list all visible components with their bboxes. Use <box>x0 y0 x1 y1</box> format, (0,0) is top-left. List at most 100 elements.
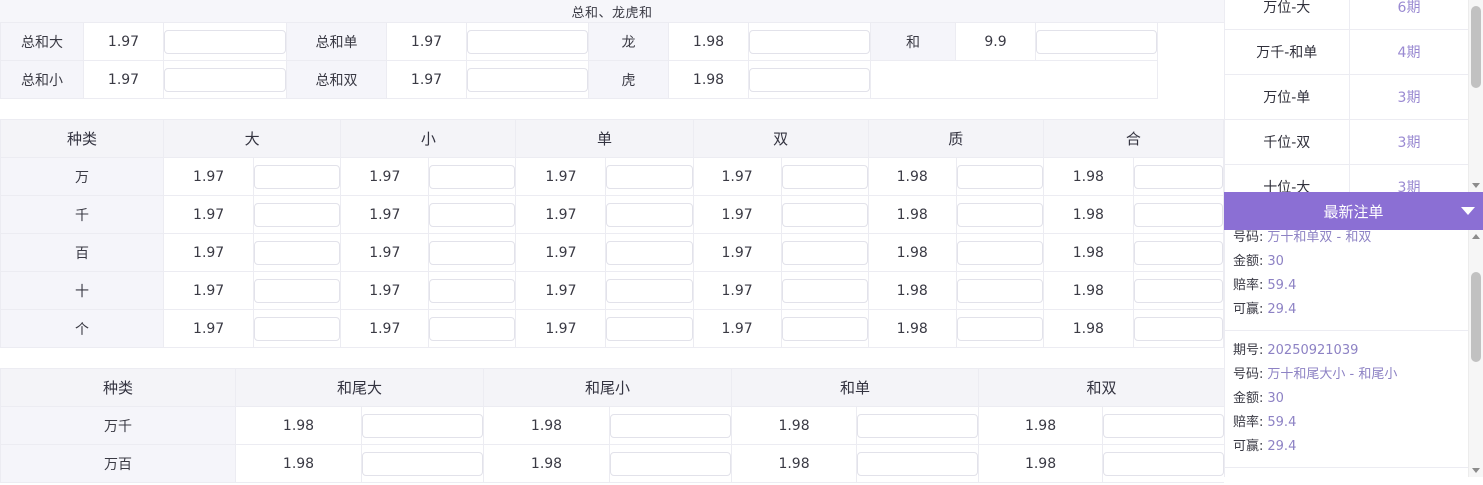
sum-万千-和单-amount-input[interactable] <box>857 413 979 438</box>
top-总和单-amount-input[interactable] <box>467 29 588 54</box>
digit-个-合-odds[interactable]: 1.98 <box>1042 309 1134 348</box>
digit-千-质-odds[interactable]: 1.98 <box>867 195 957 234</box>
sum-万百-和双-odds[interactable]: 1.98 <box>978 444 1104 483</box>
digit-个-大-odds[interactable]: 1.97 <box>163 309 255 348</box>
trend-row[interactable]: 万千-和单 4期 <box>1225 29 1470 75</box>
sum-万百-和尾大-amount-input[interactable] <box>362 451 484 476</box>
top-总和双-odds[interactable]: 1.97 <box>386 60 467 99</box>
digit-百-单-odds[interactable]: 1.97 <box>515 233 607 272</box>
digit-个-大-amount-input[interactable] <box>254 316 341 341</box>
top-总和小-odds[interactable]: 1.97 <box>83 60 164 99</box>
sum-万百-和单-amount-input[interactable] <box>857 451 979 476</box>
bets-scrollbar[interactable] <box>1468 230 1483 477</box>
sum-万千-和尾大-odds[interactable]: 1.98 <box>235 406 362 445</box>
digit-十-大-amount-input[interactable] <box>254 278 341 303</box>
top-总和大-odds[interactable]: 1.97 <box>83 22 164 61</box>
digit-千-双-amount-input[interactable] <box>781 202 868 227</box>
trend-scrollbar[interactable] <box>1468 0 1483 192</box>
digit-百-质-amount-input[interactable] <box>956 240 1043 265</box>
top-龙-amount-input[interactable] <box>749 29 870 54</box>
top-虎-amount-input[interactable] <box>749 67 870 92</box>
digit-百-大-odds[interactable]: 1.97 <box>163 233 255 272</box>
digit-万-单-amount-input[interactable] <box>606 164 693 189</box>
digit-十-双-odds[interactable]: 1.97 <box>692 271 782 310</box>
digit-千-合-amount-input[interactable] <box>1133 202 1223 227</box>
digit-个-质-amount-input[interactable] <box>956 316 1043 341</box>
digit-万-双-odds[interactable]: 1.97 <box>692 157 782 196</box>
digit-十-质-odds[interactable]: 1.98 <box>867 271 957 310</box>
digit-百-双-odds[interactable]: 1.97 <box>692 233 782 272</box>
digit-万-大-odds[interactable]: 1.97 <box>163 157 255 196</box>
digit-个-质-odds[interactable]: 1.98 <box>867 309 957 348</box>
sum-万百-和尾大-odds[interactable]: 1.98 <box>235 444 362 483</box>
digit-百-合-odds[interactable]: 1.98 <box>1042 233 1134 272</box>
digit-万-合-amount-input[interactable] <box>1133 164 1223 189</box>
top-龙-odds[interactable]: 1.98 <box>668 22 749 61</box>
digit-十-双-amount-input[interactable] <box>781 278 868 303</box>
digit-万-大-amount-input[interactable] <box>254 164 341 189</box>
top-总和单-odds[interactable]: 1.97 <box>386 22 467 61</box>
sum-万百-和单-odds[interactable]: 1.98 <box>731 444 858 483</box>
sum-万百-和双-amount-input[interactable] <box>1103 451 1224 476</box>
digit-千-大-odds[interactable]: 1.97 <box>163 195 255 234</box>
digit-千-质-amount-input[interactable] <box>956 202 1043 227</box>
digit-万-合-odds[interactable]: 1.98 <box>1042 157 1134 196</box>
digit-千-合-odds[interactable]: 1.98 <box>1042 195 1134 234</box>
chevron-down-icon[interactable] <box>1472 468 1480 473</box>
digit-万-小-odds[interactable]: 1.97 <box>340 157 430 196</box>
digit-千-单-amount-input[interactable] <box>606 202 693 227</box>
trend-row[interactable]: 万位-单 3期 <box>1225 74 1470 120</box>
bets-scrollbar-thumb[interactable] <box>1471 272 1481 362</box>
digit-百-双-amount-input[interactable] <box>781 240 868 265</box>
trend-row[interactable]: 万位-大 6期 <box>1225 0 1470 30</box>
digit-百-小-amount-input[interactable] <box>429 240 516 265</box>
digit-百-大-amount-input[interactable] <box>254 240 341 265</box>
digit-千-小-odds[interactable]: 1.97 <box>340 195 430 234</box>
chevron-down-icon[interactable] <box>1461 207 1475 215</box>
digit-千-小-amount-input[interactable] <box>429 202 516 227</box>
top-虎-odds[interactable]: 1.98 <box>668 60 749 99</box>
digit-百-小-odds[interactable]: 1.97 <box>340 233 430 272</box>
digit-十-合-odds[interactable]: 1.98 <box>1042 271 1134 310</box>
digit-个-单-amount-input[interactable] <box>606 316 693 341</box>
trend-scrollbar-thumb[interactable] <box>1471 6 1481 88</box>
trend-row[interactable]: 十位-大 3期 <box>1225 164 1470 192</box>
digit-百-单-amount-input[interactable] <box>606 240 693 265</box>
digit-万-单-odds[interactable]: 1.97 <box>515 157 607 196</box>
sum-万千-和双-odds[interactable]: 1.98 <box>978 406 1104 445</box>
chevron-up-icon[interactable] <box>1472 234 1480 239</box>
digit-百-质-odds[interactable]: 1.98 <box>867 233 957 272</box>
top-总和大-amount-input[interactable] <box>164 29 286 54</box>
digit-千-大-amount-input[interactable] <box>254 202 341 227</box>
digit-十-单-odds[interactable]: 1.97 <box>515 271 607 310</box>
digit-个-小-odds[interactable]: 1.97 <box>340 309 430 348</box>
digit-万-小-amount-input[interactable] <box>429 164 516 189</box>
sum-万千-和尾小-amount-input[interactable] <box>610 413 732 438</box>
digit-十-合-amount-input[interactable] <box>1133 278 1223 303</box>
digit-十-小-amount-input[interactable] <box>429 278 516 303</box>
sum-万百-和尾小-odds[interactable]: 1.98 <box>483 444 611 483</box>
top-和-amount-input[interactable] <box>1036 29 1157 54</box>
trend-row[interactable]: 千位-双 3期 <box>1225 119 1470 165</box>
digit-万-质-amount-input[interactable] <box>956 164 1043 189</box>
sum-万千-和尾大-amount-input[interactable] <box>362 413 484 438</box>
digit-个-双-odds[interactable]: 1.97 <box>692 309 782 348</box>
digit-万-双-amount-input[interactable] <box>781 164 868 189</box>
top-和-odds[interactable]: 9.9 <box>955 22 1036 61</box>
digit-个-小-amount-input[interactable] <box>429 316 516 341</box>
digit-十-大-odds[interactable]: 1.97 <box>163 271 255 310</box>
latest-bets-header[interactable]: 最新注单 <box>1224 192 1483 230</box>
sum-万千-和单-odds[interactable]: 1.98 <box>731 406 858 445</box>
digit-十-小-odds[interactable]: 1.97 <box>340 271 430 310</box>
sum-万百-和尾小-amount-input[interactable] <box>610 451 732 476</box>
digit-千-双-odds[interactable]: 1.97 <box>692 195 782 234</box>
sum-万千-和双-amount-input[interactable] <box>1103 413 1224 438</box>
digit-百-合-amount-input[interactable] <box>1133 240 1223 265</box>
chevron-down-icon[interactable] <box>1472 183 1480 188</box>
digit-个-单-odds[interactable]: 1.97 <box>515 309 607 348</box>
digit-十-质-amount-input[interactable] <box>956 278 1043 303</box>
top-总和双-amount-input[interactable] <box>467 67 588 92</box>
top-总和小-amount-input[interactable] <box>164 67 286 92</box>
digit-个-双-amount-input[interactable] <box>781 316 868 341</box>
digit-十-单-amount-input[interactable] <box>606 278 693 303</box>
